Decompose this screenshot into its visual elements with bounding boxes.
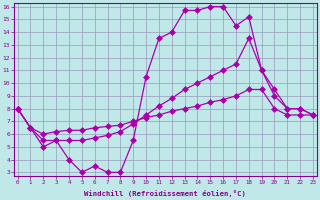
X-axis label: Windchill (Refroidissement éolien,°C): Windchill (Refroidissement éolien,°C) (84, 190, 246, 197)
